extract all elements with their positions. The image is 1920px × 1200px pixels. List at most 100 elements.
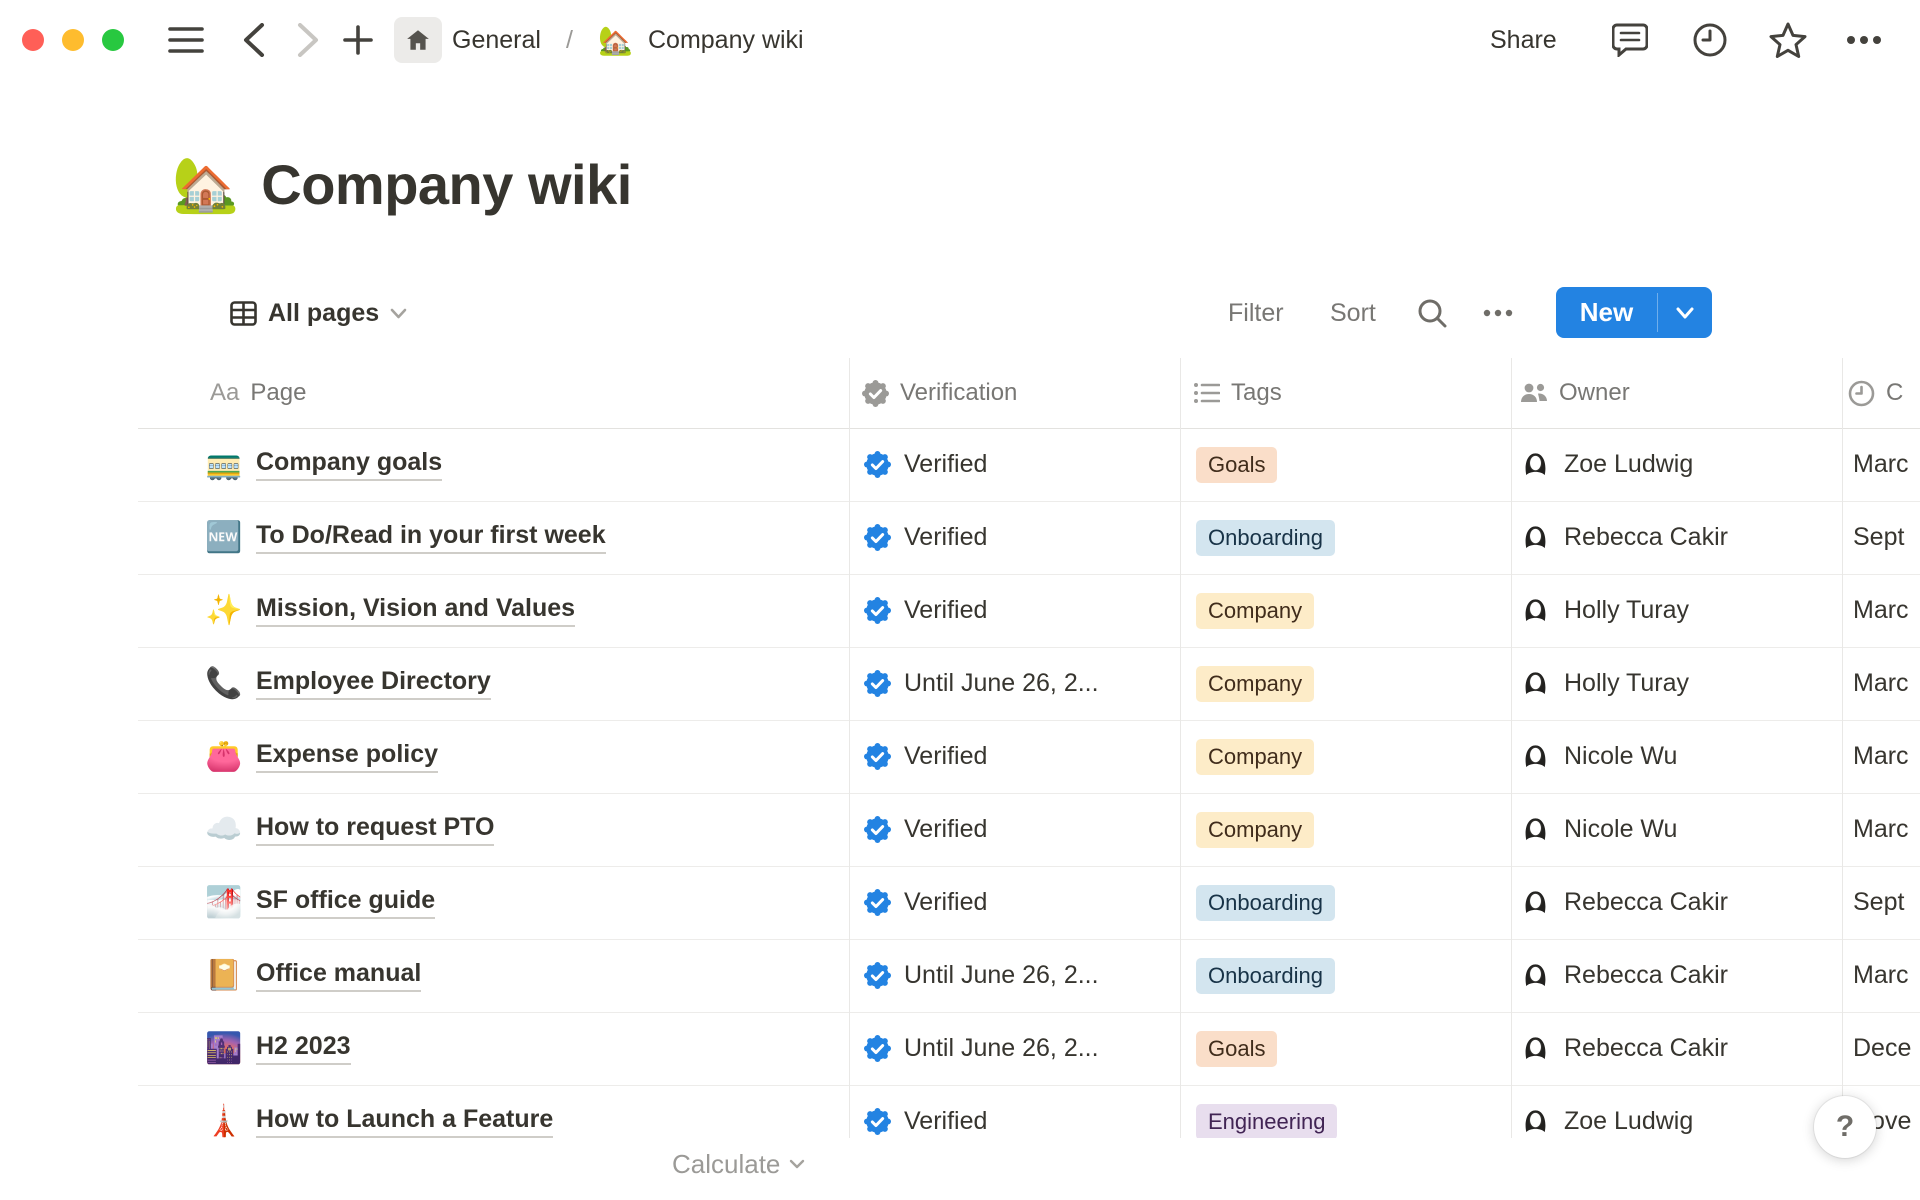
comments-icon[interactable] [1610, 20, 1650, 60]
table-row[interactable]: 🌆 H2 2023 Until June 26, 2... Goals Rebe… [0, 1012, 1920, 1085]
owner-name: Holly Turay [1564, 669, 1690, 697]
owner-cell[interactable]: Zoe Ludwig [1520, 428, 1693, 501]
tag-chip[interactable]: Company [1196, 811, 1315, 848]
column-header-tags[interactable]: Tags [1194, 358, 1282, 428]
page-link[interactable]: How to request PTO [256, 813, 495, 846]
favorite-star-icon[interactable] [1768, 20, 1808, 60]
page-link[interactable]: Mission, Vision and Values [256, 594, 576, 627]
new-button-dropdown-icon[interactable] [1658, 287, 1712, 338]
verification-cell[interactable]: Verified [864, 866, 987, 939]
page-link[interactable]: Company goals [256, 448, 443, 481]
page-link[interactable]: H2 2023 [256, 1032, 351, 1065]
date-cell[interactable]: Sept [1853, 866, 1904, 939]
new-button[interactable]: New [1556, 287, 1712, 338]
page-title[interactable]: Company wiki [261, 153, 632, 216]
page-link[interactable]: Employee Directory [256, 667, 491, 700]
back-icon[interactable] [234, 20, 274, 60]
traffic-light-minimize-button[interactable] [62, 29, 84, 51]
search-icon[interactable] [1412, 293, 1452, 333]
owner-cell[interactable]: Zoe Ludwig [1520, 1085, 1693, 1158]
date-value: Marc [1853, 961, 1909, 989]
tag-chip[interactable]: Company [1196, 665, 1315, 702]
owner-cell[interactable]: Holly Turay [1520, 647, 1689, 720]
owner-cell[interactable]: Rebecca Cakir [1520, 866, 1728, 939]
owner-cell[interactable]: Nicole Wu [1520, 720, 1677, 793]
page-link[interactable]: SF office guide [256, 886, 436, 919]
window-topbar: General / 🏡 Company wiki Share [0, 0, 1920, 80]
verification-cell[interactable]: Verified [864, 501, 987, 574]
new-button-divider [1657, 293, 1658, 332]
tag-chip[interactable]: Engineering [1196, 1103, 1338, 1140]
verification-cell[interactable]: Verified [864, 1085, 987, 1158]
verification-cell[interactable]: Verified [864, 720, 987, 793]
table-row[interactable]: 🌁 SF office guide Verified Onboarding Re… [0, 866, 1920, 939]
page-link[interactable]: Office manual [256, 959, 422, 992]
tag-chip[interactable]: Company [1196, 592, 1315, 629]
tag-chip[interactable]: Company [1196, 738, 1315, 775]
table-row[interactable]: 📔 Office manual Until June 26, 2... Onbo… [0, 939, 1920, 1012]
owner-cell[interactable]: Holly Turay [1520, 574, 1689, 647]
column-header-verification[interactable]: Verification [862, 358, 1017, 428]
table-row[interactable]: 👛 Expense policy Verified Company Nicole… [0, 720, 1920, 793]
owner-name: Rebecca Cakir [1564, 523, 1728, 551]
verification-cell[interactable]: Until June 26, 2... [864, 647, 1099, 720]
owner-cell[interactable]: Rebecca Cakir [1520, 939, 1728, 1012]
tag-chip[interactable]: Goals [1196, 1030, 1278, 1067]
forward-icon[interactable] [288, 20, 328, 60]
history-clock-icon[interactable] [1690, 20, 1730, 60]
date-cell[interactable]: Marc [1853, 647, 1909, 720]
date-cell[interactable]: Marc [1853, 939, 1909, 1012]
divider [138, 720, 1920, 721]
owner-cell[interactable]: Nicole Wu [1520, 793, 1677, 866]
breadcrumb-section[interactable]: General [452, 25, 541, 54]
sidebar-menu-icon[interactable] [166, 20, 206, 60]
tag-chip[interactable]: Goals [1196, 446, 1278, 483]
table-row[interactable]: 📞 Employee Directory Until June 26, 2...… [0, 647, 1920, 720]
help-button[interactable]: ? [1814, 1096, 1876, 1158]
table-row[interactable]: ☁️ How to request PTO Verified Company N… [0, 793, 1920, 866]
sort-button[interactable]: Sort [1330, 298, 1376, 327]
traffic-light-close-button[interactable] [22, 29, 44, 51]
column-header-page[interactable]: Aa Page [210, 379, 307, 406]
owner-cell[interactable]: Rebecca Cakir [1520, 1012, 1728, 1085]
breadcrumb-teamspace-home-icon[interactable] [394, 17, 442, 63]
tag-chip[interactable]: Onboarding [1196, 519, 1335, 556]
date-cell[interactable]: Sept [1853, 501, 1904, 574]
page-link[interactable]: Expense policy [256, 740, 439, 773]
verification-cell[interactable]: Verified [864, 793, 987, 866]
tag-chip[interactable]: Onboarding [1196, 957, 1335, 994]
table-row[interactable]: 🆕 To Do/Read in your first week Verified… [0, 501, 1920, 574]
table-row[interactable]: 🚃 Company goals Verified Goals Zoe Ludwi… [0, 428, 1920, 501]
owner-cell[interactable]: Rebecca Cakir [1520, 501, 1728, 574]
verified-badge-icon [864, 1035, 891, 1062]
page-link[interactable]: How to Launch a Feature [256, 1105, 554, 1138]
filter-button[interactable]: Filter [1228, 298, 1284, 327]
date-cell[interactable]: Dece [1853, 1012, 1911, 1085]
page-icon[interactable]: 🏡 [172, 154, 240, 215]
view-switcher-all-pages[interactable]: All pages [230, 288, 407, 338]
date-cell[interactable]: Marc [1853, 793, 1909, 866]
page-row-icon: 📞 [205, 666, 243, 700]
more-options-icon[interactable] [1844, 20, 1884, 60]
tag-chip[interactable]: Onboarding [1196, 884, 1335, 921]
share-button[interactable]: Share [1490, 25, 1557, 54]
table-row[interactable]: ✨ Mission, Vision and Values Verified Co… [0, 574, 1920, 647]
calculate-button[interactable]: Calculate [672, 1138, 805, 1190]
verification-cell[interactable]: Verified [864, 574, 987, 647]
date-value: Marc [1853, 669, 1909, 697]
page-link[interactable]: To Do/Read in your first week [256, 521, 606, 554]
column-header-created[interactable]: C [1848, 358, 1903, 428]
traffic-light-zoom-button[interactable] [102, 29, 124, 51]
date-cell[interactable]: Marc [1853, 574, 1909, 647]
verified-badge-icon [864, 451, 891, 478]
verification-cell[interactable]: Verified [864, 428, 987, 501]
date-cell[interactable]: Marc [1853, 720, 1909, 793]
verification-status: Verified [904, 523, 988, 551]
breadcrumb-page-title[interactable]: Company wiki [648, 25, 804, 54]
column-header-owner[interactable]: Owner [1520, 358, 1630, 428]
date-cell[interactable]: Marc [1853, 428, 1909, 501]
new-page-plus-icon[interactable] [338, 20, 378, 60]
view-options-icon[interactable] [1478, 293, 1518, 333]
verification-cell[interactable]: Until June 26, 2... [864, 1012, 1099, 1085]
verification-cell[interactable]: Until June 26, 2... [864, 939, 1099, 1012]
